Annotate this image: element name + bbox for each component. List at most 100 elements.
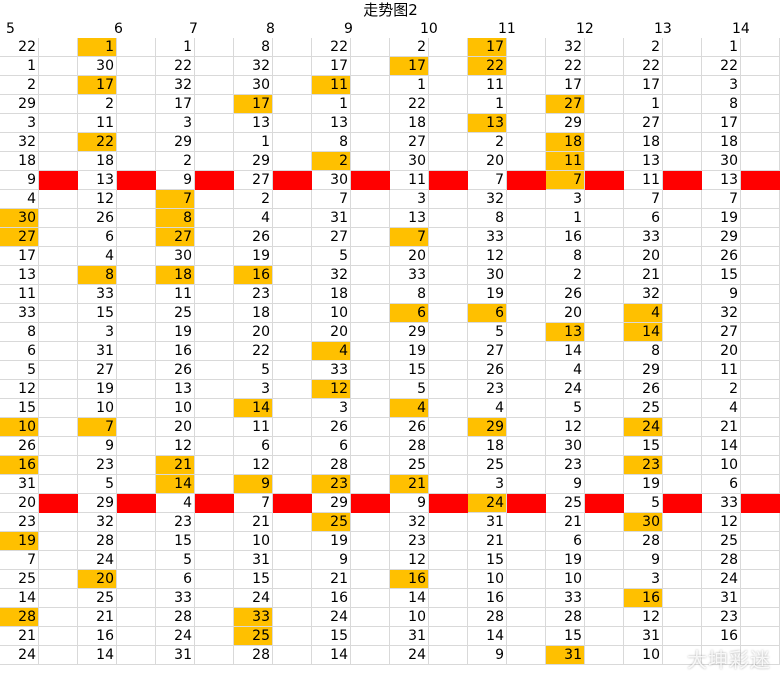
blank-cell[interactable] [273,456,312,475]
blank-cell[interactable] [741,513,780,532]
grid-cell[interactable]: 4 [156,494,195,513]
grid-cell[interactable]: 23 [390,532,429,551]
blank-cell[interactable] [195,247,234,266]
grid-cell[interactable]: 22 [0,38,39,57]
grid-cell[interactable]: 20 [702,342,741,361]
blank-cell[interactable] [273,152,312,171]
grid-cell[interactable]: 26 [0,437,39,456]
grid-cell[interactable]: 25 [78,589,117,608]
grid-cell[interactable]: 1 [312,95,351,114]
blank-cell[interactable] [741,190,780,209]
grid-cell[interactable]: 12 [546,418,585,437]
grid-cell[interactable]: 21 [78,608,117,627]
blank-cell[interactable] [117,114,156,133]
grid-cell[interactable]: 3 [156,114,195,133]
grid-cell[interactable]: 6 [0,342,39,361]
blank-cell[interactable] [429,608,468,627]
grid-cell[interactable]: 16 [390,570,429,589]
blank-cell[interactable] [507,76,546,95]
grid-cell[interactable]: 21 [390,475,429,494]
blank-cell[interactable] [117,418,156,437]
grid-cell[interactable]: 10 [78,399,117,418]
grid-cell[interactable]: 8 [156,209,195,228]
blank-cell[interactable] [117,57,156,76]
grid-cell[interactable]: 11 [468,76,507,95]
blank-cell[interactable] [507,627,546,646]
blank-cell[interactable] [429,57,468,76]
blank-cell[interactable] [39,323,78,342]
blank-cell[interactable] [507,38,546,57]
grid-cell[interactable]: 19 [546,551,585,570]
blank-cell[interactable] [585,399,624,418]
blank-cell[interactable] [507,323,546,342]
blank-cell[interactable] [663,38,702,57]
blank-cell[interactable] [117,266,156,285]
grid-cell[interactable]: 24 [468,494,507,513]
blank-cell[interactable] [663,437,702,456]
grid-cell[interactable]: 17 [156,95,195,114]
grid-cell[interactable]: 14 [702,437,741,456]
grid-cell[interactable]: 21 [468,532,507,551]
blank-cell[interactable] [273,266,312,285]
grid-cell[interactable]: 13 [234,114,273,133]
blank-cell[interactable] [429,646,468,665]
blank-cell[interactable] [273,361,312,380]
grid-cell[interactable]: 2 [702,380,741,399]
grid-cell[interactable]: 17 [312,57,351,76]
grid-cell[interactable]: 33 [468,228,507,247]
grid-cell[interactable]: 16 [624,589,663,608]
blank-cell[interactable] [507,190,546,209]
grid-cell[interactable]: 10 [312,304,351,323]
separator-marker[interactable] [351,171,390,190]
blank-cell[interactable] [585,456,624,475]
blank-cell[interactable] [351,114,390,133]
grid-cell[interactable]: 25 [624,399,663,418]
grid-cell[interactable]: 1 [78,38,117,57]
grid-cell[interactable]: 28 [312,456,351,475]
blank-cell[interactable] [663,380,702,399]
grid-cell[interactable]: 22 [234,342,273,361]
blank-cell[interactable] [585,342,624,361]
grid-cell[interactable]: 33 [0,304,39,323]
blank-cell[interactable] [663,551,702,570]
blank-cell[interactable] [39,133,78,152]
grid-cell[interactable]: 20 [78,570,117,589]
blank-cell[interactable] [351,532,390,551]
grid-cell[interactable]: 27 [468,342,507,361]
blank-cell[interactable] [117,456,156,475]
grid-cell[interactable]: 15 [0,399,39,418]
grid-cell[interactable]: 4 [390,399,429,418]
grid-cell[interactable]: 16 [156,342,195,361]
grid-cell[interactable]: 21 [0,627,39,646]
grid-cell[interactable]: 16 [78,627,117,646]
blank-cell[interactable] [663,190,702,209]
blank-cell[interactable] [741,95,780,114]
blank-cell[interactable] [663,418,702,437]
grid-cell[interactable]: 14 [78,646,117,665]
grid-cell[interactable]: 22 [78,133,117,152]
grid-cell[interactable]: 31 [78,342,117,361]
grid-cell[interactable]: 24 [624,418,663,437]
blank-cell[interactable] [663,646,702,665]
blank-cell[interactable] [273,76,312,95]
blank-cell[interactable] [585,247,624,266]
grid-cell[interactable]: 26 [468,361,507,380]
blank-cell[interactable] [351,266,390,285]
blank-cell[interactable] [585,152,624,171]
grid-cell[interactable]: 4 [0,190,39,209]
blank-cell[interactable] [273,247,312,266]
blank-cell[interactable] [663,456,702,475]
blank-cell[interactable] [741,399,780,418]
blank-cell[interactable] [273,323,312,342]
grid-cell[interactable]: 16 [234,266,273,285]
blank-cell[interactable] [39,570,78,589]
grid-cell[interactable]: 26 [546,285,585,304]
blank-cell[interactable] [195,418,234,437]
grid-cell[interactable]: 27 [234,171,273,190]
grid-cell[interactable]: 8 [624,342,663,361]
grid-cell[interactable]: 25 [702,532,741,551]
blank-cell[interactable] [585,133,624,152]
grid-cell[interactable]: 29 [390,323,429,342]
blank-cell[interactable] [351,38,390,57]
grid-cell[interactable]: 31 [624,627,663,646]
